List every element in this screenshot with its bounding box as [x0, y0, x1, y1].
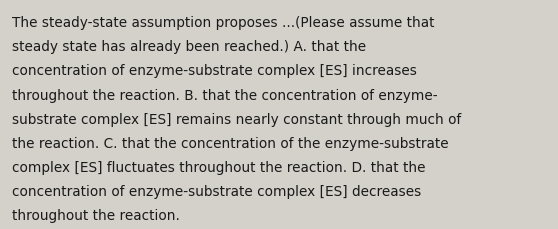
Text: concentration of enzyme-substrate complex [ES] decreases: concentration of enzyme-substrate comple…	[12, 184, 421, 198]
Text: The steady-state assumption proposes ...(Please assume that: The steady-state assumption proposes ...…	[12, 16, 435, 30]
Text: throughout the reaction. B. that the concentration of enzyme-: throughout the reaction. B. that the con…	[12, 88, 438, 102]
Text: substrate complex [ES] remains nearly constant through much of: substrate complex [ES] remains nearly co…	[12, 112, 461, 126]
Text: complex [ES] fluctuates throughout the reaction. D. that the: complex [ES] fluctuates throughout the r…	[12, 160, 426, 174]
Text: the reaction. C. that the concentration of the enzyme-substrate: the reaction. C. that the concentration …	[12, 136, 449, 150]
Text: concentration of enzyme-substrate complex [ES] increases: concentration of enzyme-substrate comple…	[12, 64, 417, 78]
Text: steady state has already been reached.) A. that the: steady state has already been reached.) …	[12, 40, 367, 54]
Text: throughout the reaction.: throughout the reaction.	[12, 208, 180, 222]
